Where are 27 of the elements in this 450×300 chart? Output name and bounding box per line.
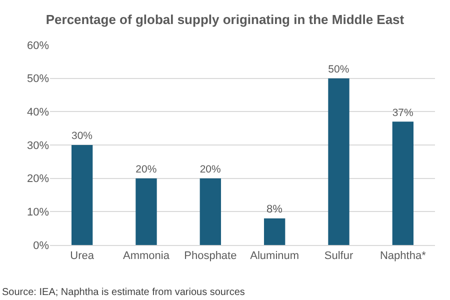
y-tick-label: 30% [26, 140, 50, 152]
x-tick-label: Phosphate [184, 250, 237, 262]
source-note: Source: IEA; Naphtha is estimate from various sources [2, 287, 245, 298]
y-tick-label: 40% [26, 106, 50, 119]
x-tick-label: Sulfur [324, 250, 354, 262]
bar [392, 122, 414, 245]
bar [328, 78, 350, 245]
y-tick-label: 20% [26, 173, 50, 186]
data-label: 20% [136, 164, 157, 176]
bar [200, 178, 221, 245]
data-label: 50% [328, 64, 350, 76]
y-tick-label: 0% [33, 240, 50, 252]
y-tick-label: 10% [26, 206, 50, 219]
chart-title: Percentage of global supply originating in the Middle East [46, 12, 405, 28]
data-label: 20% [200, 164, 221, 176]
x-tick-label: Ammonia [123, 250, 170, 262]
bar [72, 145, 93, 245]
data-label: 8% [266, 203, 283, 216]
x-tick-label: Urea [70, 250, 95, 262]
data-label: 37% [392, 108, 414, 119]
bar [264, 218, 286, 245]
x-tick-label: Aluminum [250, 250, 300, 262]
y-tick-label: 50% [26, 73, 50, 86]
data-label: 30% [72, 131, 92, 142]
bar [136, 178, 157, 245]
x-tick-label: Naphtha* [380, 250, 427, 262]
y-tick-label: 60% [26, 40, 50, 52]
